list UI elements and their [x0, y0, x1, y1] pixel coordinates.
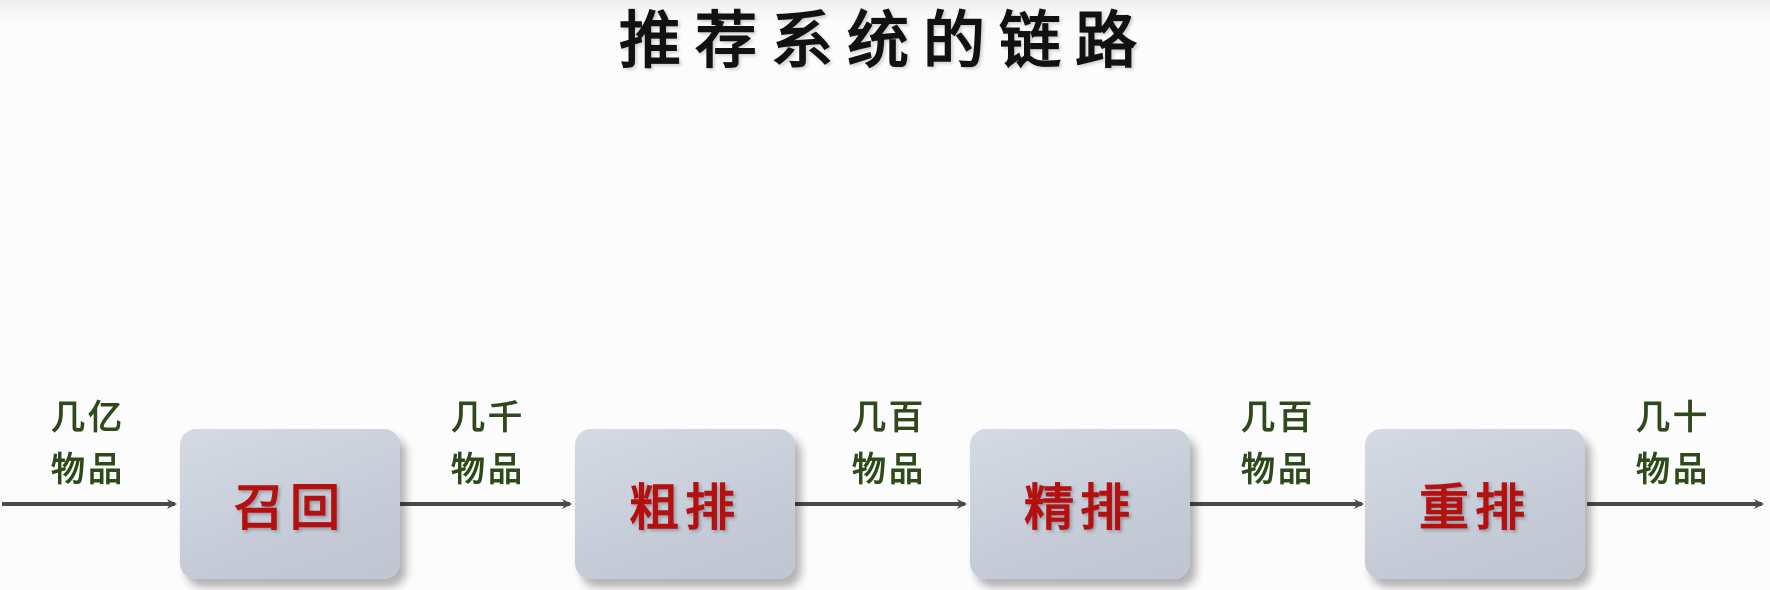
- count-label-after-fine: 几百 物品: [1223, 392, 1333, 496]
- count-line-1: 几十: [1636, 398, 1710, 438]
- stage-recall-label: 召回: [234, 478, 346, 537]
- count-label-input: 几亿 物品: [33, 392, 143, 496]
- count-line-2: 物品: [451, 450, 525, 490]
- count-line-2: 物品: [1636, 450, 1710, 490]
- stage-recall-box: 召回: [180, 429, 400, 579]
- count-line-2: 物品: [51, 450, 125, 490]
- count-line-2: 物品: [852, 450, 926, 490]
- stage-fine-ranking-label: 精排: [1024, 478, 1136, 537]
- stage-reranking-label: 重排: [1419, 478, 1531, 537]
- stage-fine-ranking-box: 精排: [970, 429, 1190, 579]
- count-line-2: 物品: [1241, 450, 1315, 490]
- count-label-after-recall: 几千 物品: [433, 392, 543, 496]
- stage-coarse-ranking-label: 粗排: [629, 478, 741, 537]
- count-line-1: 几亿: [51, 398, 125, 438]
- stage-coarse-ranking-box: 粗排: [575, 429, 795, 579]
- count-line-1: 几百: [852, 398, 926, 438]
- count-line-1: 几百: [1241, 398, 1315, 438]
- count-line-1: 几千: [451, 398, 525, 438]
- page-title: 推荐系统的链路: [618, 4, 1151, 77]
- top-band: [0, 0, 1770, 22]
- stage-reranking-box: 重排: [1365, 429, 1585, 579]
- count-label-after-coarse: 几百 物品: [834, 392, 944, 496]
- count-label-output: 几十 物品: [1618, 392, 1728, 496]
